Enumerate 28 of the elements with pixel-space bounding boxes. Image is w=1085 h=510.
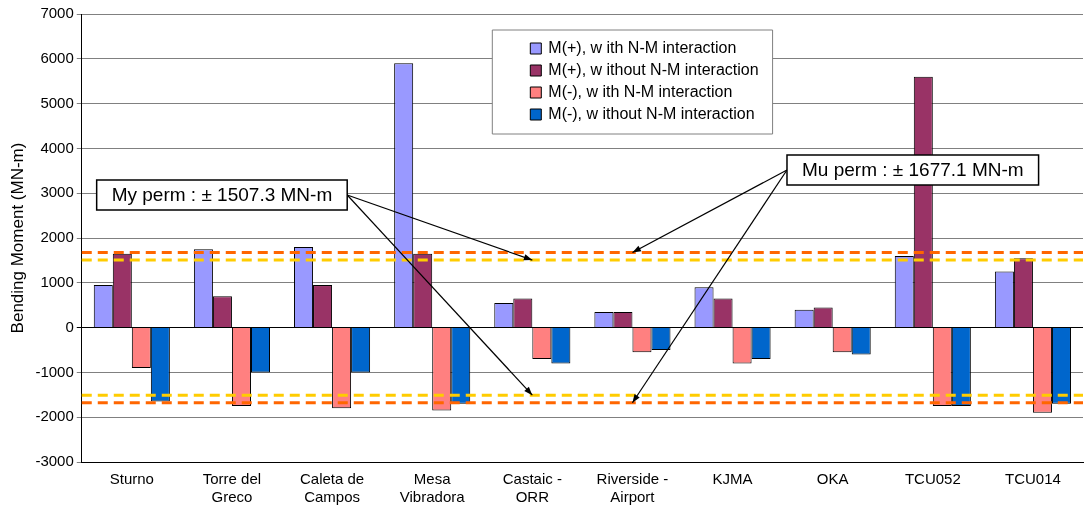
x-tick-label: Torre del Greco [202, 470, 262, 506]
x-tick-label: Mesa Vibradora [399, 470, 466, 506]
legend-label: M(-), w ithout N-M interaction [548, 105, 755, 123]
x-tick-label: Castaic - ORR [502, 470, 562, 506]
x-tick-label: TCU014 [1005, 470, 1061, 488]
legend-label: M(-), w ith N-M interaction [548, 83, 733, 101]
legend-label: M(+), w ith N-M interaction [548, 39, 737, 57]
y-tick-label: 6000 [40, 48, 74, 66]
legend-label: M(+), w ithout N-M interaction [548, 61, 759, 79]
y-tick-label: 5000 [40, 93, 74, 111]
x-tick-label: KJMA [712, 470, 753, 488]
x-tick-label: TCU052 [904, 470, 961, 488]
y-tick-label: 3000 [40, 183, 74, 201]
annotation: Mu perm : ± 1677.1 MN-m [801, 159, 1024, 181]
y-tick-label: 1000 [40, 272, 74, 290]
x-tick-label: OKA [816, 470, 849, 488]
x-tick-label: Caleta de Campos [299, 470, 365, 506]
annotation: My perm : ± 1507.3 MN-m [111, 184, 333, 206]
y-axis-title: Bending Moment (MN-m) [7, 142, 27, 334]
y-tick-label: -2000 [35, 407, 74, 425]
x-tick-label: Riverside - Airport [596, 470, 669, 506]
y-tick-label: 7000 [40, 4, 74, 22]
y-tick-label: -1000 [35, 362, 74, 380]
y-tick-label: 0 [65, 317, 74, 335]
y-tick-label: 2000 [40, 228, 74, 246]
y-tick-label: 4000 [40, 138, 74, 156]
y-tick-label: -3000 [35, 452, 74, 470]
x-tick-label: Sturno [109, 470, 154, 488]
